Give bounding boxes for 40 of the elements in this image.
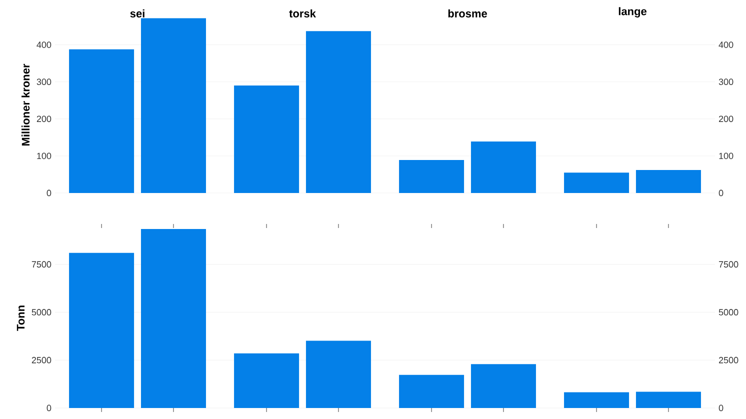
y-tick-label: 0: [46, 404, 52, 412]
y-tick-label: 7500: [32, 261, 52, 268]
bar: [140, 18, 206, 193]
y2-tick-label: 400: [718, 42, 734, 48]
y-tick-label: 200: [36, 116, 52, 122]
y-tick-label: 0: [46, 190, 52, 196]
bar: [69, 49, 134, 193]
y2-tick-label: 7500: [718, 261, 738, 268]
bar: [564, 172, 630, 193]
y-axis-title: Tonn: [16, 306, 25, 331]
y2-tick-label: 5000: [718, 309, 738, 316]
x-tick-label: lange: [618, 7, 646, 18]
y-axis-title: Millioner kroner: [22, 64, 30, 146]
y-tick-label: 300: [36, 78, 52, 86]
y2-tick-label: 0: [718, 190, 724, 196]
bar: [69, 252, 134, 408]
y2-tick-label: 2500: [718, 356, 738, 364]
bar: [564, 392, 630, 408]
bar: [470, 141, 536, 193]
bar: [636, 170, 701, 193]
bar: [306, 31, 371, 193]
bar: [306, 340, 371, 408]
bar: [399, 374, 464, 408]
bar: [234, 353, 300, 408]
y2-tick-label: 0: [718, 404, 724, 412]
x-tick-label: torsk: [289, 9, 316, 18]
y2-tick-label: 100: [719, 152, 734, 160]
y-tick-label: 100: [37, 152, 52, 160]
y2-tick-label: 300: [718, 78, 734, 86]
x-tick-label: sei: [130, 9, 144, 18]
bar: [636, 392, 701, 408]
bar: [140, 228, 206, 408]
bar: [470, 364, 536, 408]
y-tick-label: 2500: [32, 356, 52, 364]
bar: [234, 86, 300, 193]
y2-tick-label: 200: [718, 116, 734, 122]
y-tick-label: 400: [36, 42, 52, 48]
bar: [399, 160, 464, 193]
x-tick-label: brosme: [448, 9, 487, 18]
y-tick-label: 5000: [32, 309, 52, 316]
